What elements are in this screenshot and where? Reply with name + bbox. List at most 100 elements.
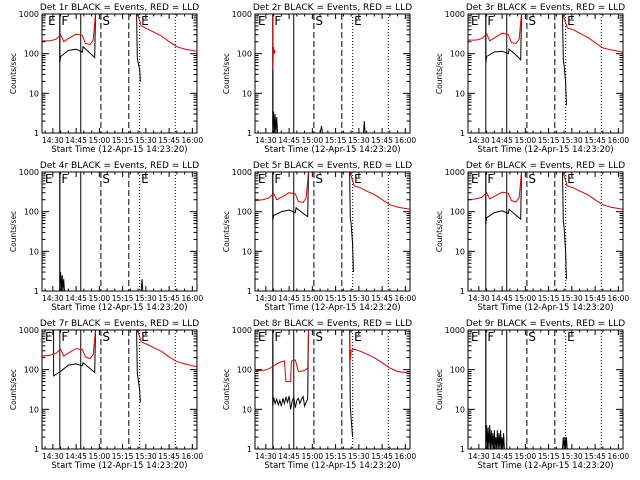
x-tick-label: 15:30 [135,136,157,145]
y-tick-label: 100 [24,50,39,59]
marker-label: E [45,330,53,344]
marker-label: E [471,172,479,186]
marker-label: S [528,172,536,186]
y-tick-label: 10 [242,89,252,98]
plot-frame [467,13,624,134]
marker-label: E [141,172,149,186]
panel-title: Det 9r BLACK = Events, RED = LLD [466,319,625,329]
panel-title: Det 3r BLACK = Events, RED = LLD [466,3,625,13]
marker-label: E [567,14,575,28]
marker-label: E [258,330,266,344]
panel-title: Det 6r BLACK = Events, RED = LLD [466,161,625,171]
x-tick-label: 14:30 [255,452,277,461]
y-axis-label: Counts/sec [9,53,18,94]
y-tick-label: 1000 [19,326,39,335]
x-tick-label: 15:30 [348,452,370,461]
marker-label: E [567,172,575,186]
x-tick-label: 15:00 [515,452,537,461]
x-tick-label: 15:00 [89,452,111,461]
y-axis-label: Counts/sec [222,369,231,410]
plot-frame [41,171,198,292]
x-tick-label: 15:30 [135,452,157,461]
y-axis-label: Counts/sec [435,211,444,252]
x-tick-label: 16:00 [182,452,204,461]
x-tick-label: 16:00 [608,452,630,461]
y-tick-label: 10 [242,405,252,414]
x-tick-label: 16:00 [395,452,417,461]
y-tick-label: 10 [29,89,39,98]
y-tick-label: 10 [455,89,465,98]
y-tick-label: 1000 [232,10,252,19]
x-tick-label: 16:00 [182,294,204,303]
x-tick-label: 15:30 [348,136,370,145]
y-axis-label: Counts/sec [435,369,444,410]
x-tick-label: 14:30 [468,294,490,303]
series-lld-line [42,330,197,367]
plot-frame [41,13,198,134]
y-tick-label: 1 [460,287,465,296]
series-events-line [59,172,144,291]
x-tick-label: 16:00 [395,294,417,303]
panel-title: Det 5r BLACK = Events, RED = LLD [253,161,412,171]
marker-label: F [274,172,281,186]
y-tick-label: 1000 [232,326,252,335]
series-lld-line [468,14,623,53]
series-events-line [478,172,567,280]
x-tick-label: 14:30 [255,294,277,303]
x-tick-label: 15:30 [561,136,583,145]
y-tick-label: 1 [34,445,39,454]
marker-label: E [354,172,362,186]
x-tick-label: 15:00 [302,452,324,461]
y-tick-label: 100 [237,366,252,375]
marker-label: E [471,330,479,344]
x-tick-label: 15:30 [561,452,583,461]
x-axis-label: Start Time (12-Apr-15 14:23:20) [477,145,613,155]
x-tick-label: 15:45 [584,136,606,145]
y-axis-label: Counts/sec [9,369,18,410]
y-tick-label: 100 [237,208,252,217]
x-tick-label: 15:45 [158,136,180,145]
y-tick-label: 1000 [232,168,252,177]
marker-label: S [102,330,110,344]
x-tick-label: 14:45 [491,294,513,303]
panel-title: Det 1r BLACK = Events, RED = LLD [40,3,199,13]
marker-label: E [258,172,266,186]
x-tick-label: 15:15 [538,294,560,303]
y-axis-label: Counts/sec [9,211,18,252]
y-tick-label: 100 [237,50,252,59]
marker-label: E [48,14,56,28]
series-events-line [49,330,141,403]
series-lld-line [270,14,276,70]
y-tick-label: 1 [34,129,39,138]
plot-frame [467,329,624,450]
series-events-line [270,14,366,133]
x-tick-label: 15:15 [112,136,134,145]
marker-label: F [61,14,68,28]
series-lld-line [255,330,410,383]
panel-title: Det 8r BLACK = Events, RED = LLD [253,319,412,329]
marker-label: E [354,14,362,28]
x-tick-label: 15:45 [584,452,606,461]
x-tick-label: 15:30 [135,294,157,303]
marker-label: E [567,330,575,344]
panel-title: Det 4r BLACK = Events, RED = LLD [40,161,199,171]
x-tick-label: 15:00 [89,294,111,303]
y-tick-label: 1000 [445,10,465,19]
marker-label: S [528,14,536,28]
y-tick-label: 1000 [19,10,39,19]
y-tick-label: 1 [247,129,252,138]
x-axis-label: Start Time (12-Apr-15 14:23:20) [264,461,400,471]
plot-frame [254,329,411,450]
x-tick-label: 15:15 [112,452,134,461]
y-tick-label: 100 [450,208,465,217]
x-tick-label: 15:15 [325,452,347,461]
x-axis-label: Start Time (12-Apr-15 14:23:20) [477,303,613,313]
series-events-line [52,14,141,82]
marker-label: S [315,14,323,28]
